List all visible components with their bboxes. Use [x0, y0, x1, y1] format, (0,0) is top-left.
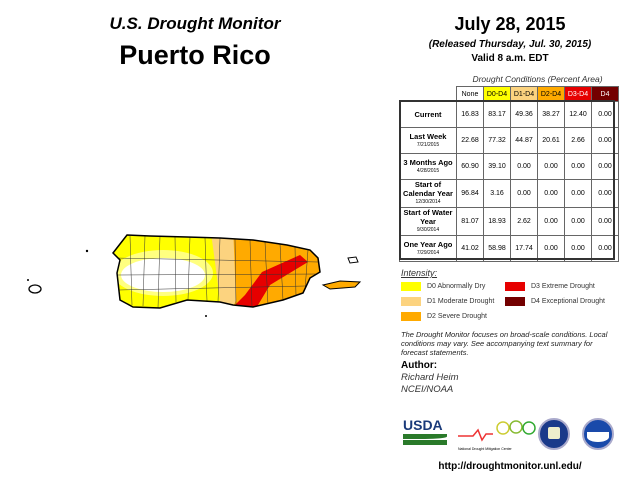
ndmc-logo: National Drought Mitigation Center: [458, 420, 540, 451]
table-cell: 0.00: [591, 179, 619, 208]
table-cell: 0.00: [510, 153, 538, 180]
map-subtitle: U.S. Drought Monitor: [109, 14, 281, 33]
map-date: July 28, 2015: [454, 14, 566, 34]
table-cell: 16.83: [456, 101, 484, 128]
table-row: Start of Calendar Year 12/30/2014 96.84 3.1…: [399, 179, 619, 208]
legend-d2: D2 Severe Drought: [401, 312, 487, 321]
table-caption: Drought Conditions (Percent Area): [472, 74, 603, 84]
table-cell: 0.00: [591, 235, 619, 262]
table-cell: 0.00: [537, 235, 565, 262]
row-label: Start of Water Year 9/30/2014: [399, 207, 457, 236]
table-cell: 41.02: [456, 235, 484, 262]
table-cell: 83.17: [483, 101, 511, 128]
table-cell: 39.10: [483, 153, 511, 180]
table-cell: 0.00: [591, 127, 619, 154]
author-heading: Author:: [401, 360, 438, 371]
table-cell: 58.98: [483, 235, 511, 262]
table-cell: 44.87: [510, 127, 538, 154]
row-label: Last Week 7/21/2015: [399, 127, 457, 154]
row-label: One Year Ago 7/29/2014: [399, 235, 457, 262]
table-cell: 0.00: [510, 179, 538, 208]
legend-d4: D4 Exceptional Drought: [505, 297, 605, 306]
table-cell: 0.00: [591, 101, 619, 128]
table-cell: 0.00: [564, 235, 592, 262]
legend-title: Intensity:: [401, 268, 438, 278]
usda-logo: USDA: [403, 418, 447, 450]
table-cell: 60.90: [456, 153, 484, 180]
table-cell: 0.00: [591, 207, 619, 236]
legend-d3: D3 Extreme Drought: [505, 282, 595, 291]
table-row: Current 16.83 83.17 49.36 38.27 12.40 0.00: [399, 101, 619, 128]
col-d3-d4: D3-D4: [564, 86, 592, 102]
col-d1-d4: D1-D4: [510, 86, 538, 102]
website-link[interactable]: http://droughtmonitor.unl.edu/: [438, 461, 582, 472]
drought-conditions-table: None D0-D4 D1-D4 D2-D4 D3-D4 D4 Current 1…: [399, 86, 619, 262]
author-org: NCEI/NOAA: [401, 384, 454, 395]
municipio-boundaries: [114, 235, 320, 308]
mona-island: [28, 284, 42, 294]
map-title: Puerto Rico: [119, 40, 271, 70]
table-cell: 0.00: [591, 153, 619, 180]
table-cell: 49.36: [510, 101, 538, 128]
table-cell: 0.00: [537, 207, 565, 236]
table-cell: 0.00: [564, 207, 592, 236]
table-cell: 2.62: [510, 207, 538, 236]
row-label: Current: [399, 101, 457, 128]
noaa-logo: [582, 418, 614, 450]
col-none: None: [456, 86, 484, 102]
table-row: One Year Ago 7/29/2014 41.02 58.98 17.74 0.00…: [399, 235, 619, 262]
vieques-island: [321, 280, 362, 290]
table-cell: 0.00: [564, 153, 592, 180]
table-cell: 38.27: [537, 101, 565, 128]
col-d2-d4: D2-D4: [537, 86, 565, 102]
table-cell: 0.00: [564, 179, 592, 208]
table-cell: 2.66: [564, 127, 592, 154]
table-cell: 0.00: [537, 153, 565, 180]
table-cell: 77.32: [483, 127, 511, 154]
table-cell: 81.07: [456, 207, 484, 236]
table-cell: 17.74: [510, 235, 538, 262]
table-row: Start of Water Year 9/30/2014 81.07 18.93 2.…: [399, 207, 619, 236]
puerto-rico-drought-map: [27, 234, 362, 317]
culebra-island: [347, 256, 359, 264]
table-cell: 0.00: [537, 179, 565, 208]
table-cell: 22.68: [456, 127, 484, 154]
col-d4: D4: [591, 86, 619, 102]
table-row: Last Week 7/21/2015 22.68 77.32 44.87 20.61 2.…: [399, 127, 619, 154]
legend-d0: D0 Abnormally Dry: [401, 282, 485, 291]
commerce-seal: [538, 418, 570, 450]
table-cell: 18.93: [483, 207, 511, 236]
table-cell: 3.16: [483, 179, 511, 208]
col-d0-d4: D0-D4: [483, 86, 511, 102]
d3-region: [230, 255, 308, 308]
row-label: 3 Months Ago 4/28/2015: [399, 153, 457, 180]
valid-time: Valid 8 a.m. EDT: [471, 53, 549, 64]
release-date: (Released Thursday, Jul. 30, 2015): [428, 39, 592, 50]
table-cell: 12.40: [564, 101, 592, 128]
table-row: 3 Months Ago 4/28/2015 60.90 39.10 0.00 0.00 0…: [399, 153, 619, 180]
table-cell: 96.84: [456, 179, 484, 208]
author-name: Richard Heim: [401, 372, 459, 383]
legend-d1: D1 Moderate Drought: [401, 297, 494, 306]
disclaimer-note: The Drought Monitor focuses on broad-sca…: [401, 330, 608, 357]
table-cell: 20.61: [537, 127, 565, 154]
row-label: Start of Calendar Year 12/30/2014: [399, 179, 457, 208]
